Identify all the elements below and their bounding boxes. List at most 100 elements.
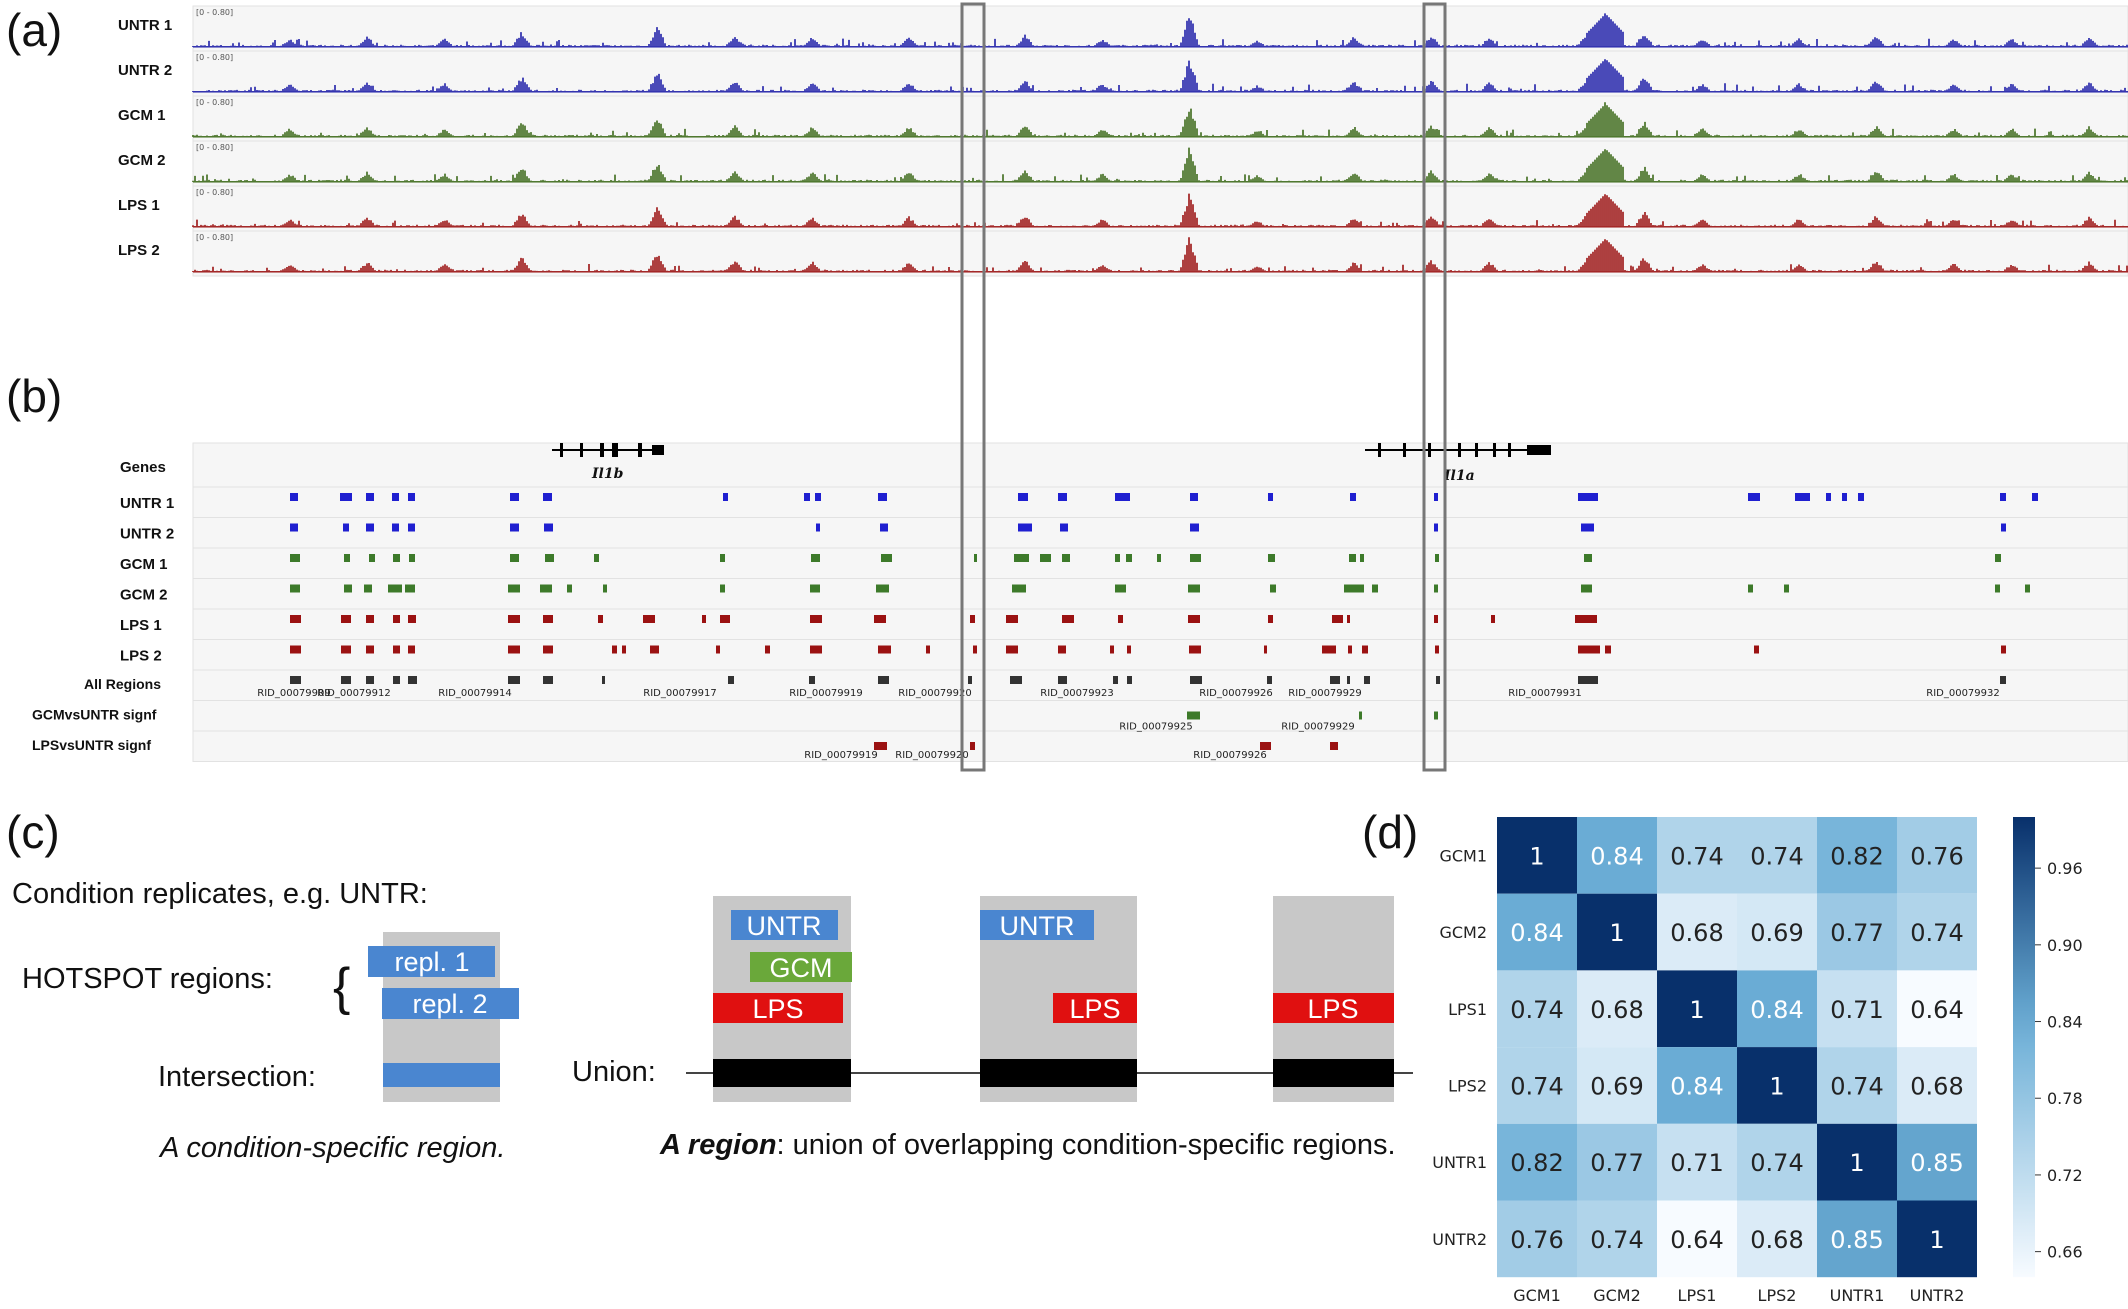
heatmap-value-label: 0.68 <box>1590 996 1643 1024</box>
heatmap-cell <box>1737 970 1817 1048</box>
region-bar <box>543 645 553 654</box>
region-bar <box>510 554 519 562</box>
heatmap-value-label: 0.76 <box>1910 842 1963 870</box>
highlight-box-2 <box>1422 2 1447 772</box>
region-bar <box>2000 676 2006 684</box>
region-bar <box>1127 676 1132 684</box>
region-bar <box>594 554 599 562</box>
region-bar <box>1330 676 1340 684</box>
heatmap-value-label: 0.74 <box>1510 996 1563 1024</box>
repl-2-label: repl. 2 <box>412 989 487 1019</box>
colorbar-tick-label: 0.72 <box>2047 1166 2083 1185</box>
lps-bar-2 <box>1053 993 1137 1023</box>
region-bar <box>1264 645 1267 654</box>
lps-bar-1-label: LPS <box>752 994 803 1024</box>
heatmap-value-label: 0.76 <box>1510 1226 1563 1254</box>
heatmap-value-label: 1 <box>1689 996 1704 1024</box>
region-bar <box>543 493 552 501</box>
gene-il1a-exon <box>1403 443 1406 457</box>
gene-il1a-exon <box>1475 443 1478 457</box>
region-bar <box>1795 493 1810 501</box>
region-bar <box>2001 645 2006 654</box>
region-bar <box>1359 711 1362 720</box>
region-bar <box>1058 676 1067 684</box>
region-bar <box>393 615 400 623</box>
region-bar <box>392 493 399 501</box>
region-bar <box>405 584 415 593</box>
region-bar <box>765 645 770 654</box>
gene-il1b-label: Il1b <box>591 466 624 482</box>
lps-bar-3-label: LPS <box>1307 994 1358 1024</box>
heatmap-value-label: 0.77 <box>1590 1149 1643 1177</box>
hotspot-label: HOTSPOT regions: <box>22 963 273 995</box>
region-bar <box>810 615 822 623</box>
region-bar <box>968 676 972 684</box>
region-bar <box>508 645 520 654</box>
heatmap-value-label: 1 <box>1769 1072 1784 1100</box>
heatmap-value-label: 0.84 <box>1750 996 1803 1024</box>
region-bar <box>409 554 415 562</box>
heatmap-value-label: 0.74 <box>1830 1072 1883 1100</box>
lps-signf-id-label: RID_00079926 <box>1193 750 1267 761</box>
heatmap-cell <box>1577 1123 1657 1201</box>
untr-bar-2-label: UNTR <box>1000 911 1075 941</box>
signal-track-range: [0 - 0.80] <box>196 98 233 107</box>
heatmap-value-label: 0.69 <box>1590 1072 1643 1100</box>
gcm-bar-1-label: GCM <box>770 953 833 983</box>
region-bar <box>1784 584 1789 593</box>
heatmap-value-label: 0.74 <box>1670 842 1723 870</box>
region-bar <box>1012 584 1026 593</box>
gcm-signf-id-label: RID_00079929 <box>1281 722 1355 733</box>
region-bar <box>366 676 374 684</box>
region-bar <box>1058 493 1067 501</box>
caption-region-bold: A region <box>659 1129 777 1161</box>
signal-track-bg <box>192 140 2128 187</box>
region-track-bg <box>192 639 2128 671</box>
region-bar <box>1006 645 1018 654</box>
heatmap-col-label: UNTR1 <box>1830 1286 1885 1305</box>
heatmap-value-label: 0.74 <box>1750 1149 1803 1177</box>
region-id-label: RID_00079912 <box>317 688 391 699</box>
heatmap-value-label: 0.82 <box>1830 842 1883 870</box>
panel-c-label: (c) <box>6 806 60 858</box>
untr-bar-1 <box>731 910 838 940</box>
heatmap-cell <box>1737 817 1817 894</box>
region-bar <box>970 615 975 623</box>
heatmap-cell <box>1657 1200 1737 1278</box>
heatmap-cell <box>1497 817 1577 894</box>
region-bar <box>1062 554 1070 562</box>
region-bar <box>1364 676 1370 684</box>
region-bar <box>290 493 298 501</box>
heatmap-cell <box>1737 1123 1817 1201</box>
heatmap-cell <box>1577 1047 1657 1124</box>
region-bar <box>344 554 350 562</box>
region-bar <box>1491 615 1495 623</box>
region-bar <box>1349 554 1356 562</box>
region-bar <box>1350 493 1356 501</box>
brace: { <box>333 958 350 1016</box>
region-bar <box>1190 554 1201 562</box>
region-bar <box>1189 645 1201 654</box>
region-bar <box>815 493 821 501</box>
heatmap-value-label: 0.74 <box>1590 1226 1643 1254</box>
region-bar <box>1372 584 1378 593</box>
intersection-bar <box>383 1063 500 1087</box>
region-bar <box>408 493 415 501</box>
gene-il1a-exon <box>1428 443 1431 457</box>
region-bar <box>874 742 887 750</box>
heatmap-value-label: 1 <box>1609 919 1624 947</box>
signal-track-range: [0 - 0.80] <box>196 53 233 62</box>
region-bar <box>878 676 889 684</box>
region-bar <box>878 645 891 654</box>
region-bar <box>290 676 301 684</box>
heatmap-value-label: 1 <box>1849 1149 1864 1177</box>
heatmap-cell <box>1657 1123 1737 1201</box>
caption-region: A region: union of overlapping condition… <box>659 1129 1396 1161</box>
region-bar <box>543 615 553 623</box>
condition-replicates-heading: Condition replicates, e.g. UNTR: <box>12 878 428 910</box>
signal-track-range: [0 - 0.80] <box>196 188 233 197</box>
region-bar <box>392 523 399 532</box>
heatmap-cell <box>1817 1123 1897 1201</box>
region-bar <box>1267 676 1272 684</box>
union-bar-2 <box>980 1059 1137 1087</box>
